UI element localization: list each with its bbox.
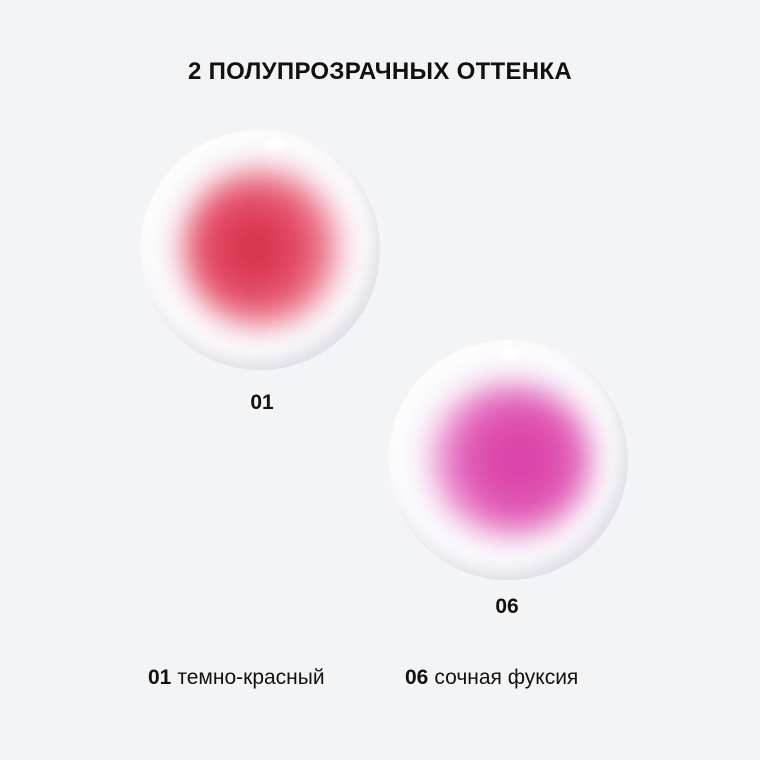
legend-item-06: 06 сочная фуксия (405, 666, 578, 690)
shade-number-06: 06 (495, 595, 519, 618)
legend-code: 01 (148, 666, 172, 689)
legend-name: сочная фуксия (434, 666, 579, 689)
highlight (498, 348, 520, 360)
legend-name: темно-красный (177, 666, 325, 689)
page-title: 2 ПОЛУПРОЗРАЧНЫХ ОТТЕНКА (187, 58, 573, 85)
swatch-01 (140, 130, 380, 370)
swatch-06 (388, 340, 628, 580)
shade-number-01: 01 (250, 391, 274, 414)
legend-item-01: 01 темно-красный (148, 666, 325, 690)
highlight (264, 138, 286, 150)
color-blob-06 (428, 382, 593, 537)
legend-code: 06 (405, 666, 429, 689)
color-blob-01 (182, 168, 342, 328)
